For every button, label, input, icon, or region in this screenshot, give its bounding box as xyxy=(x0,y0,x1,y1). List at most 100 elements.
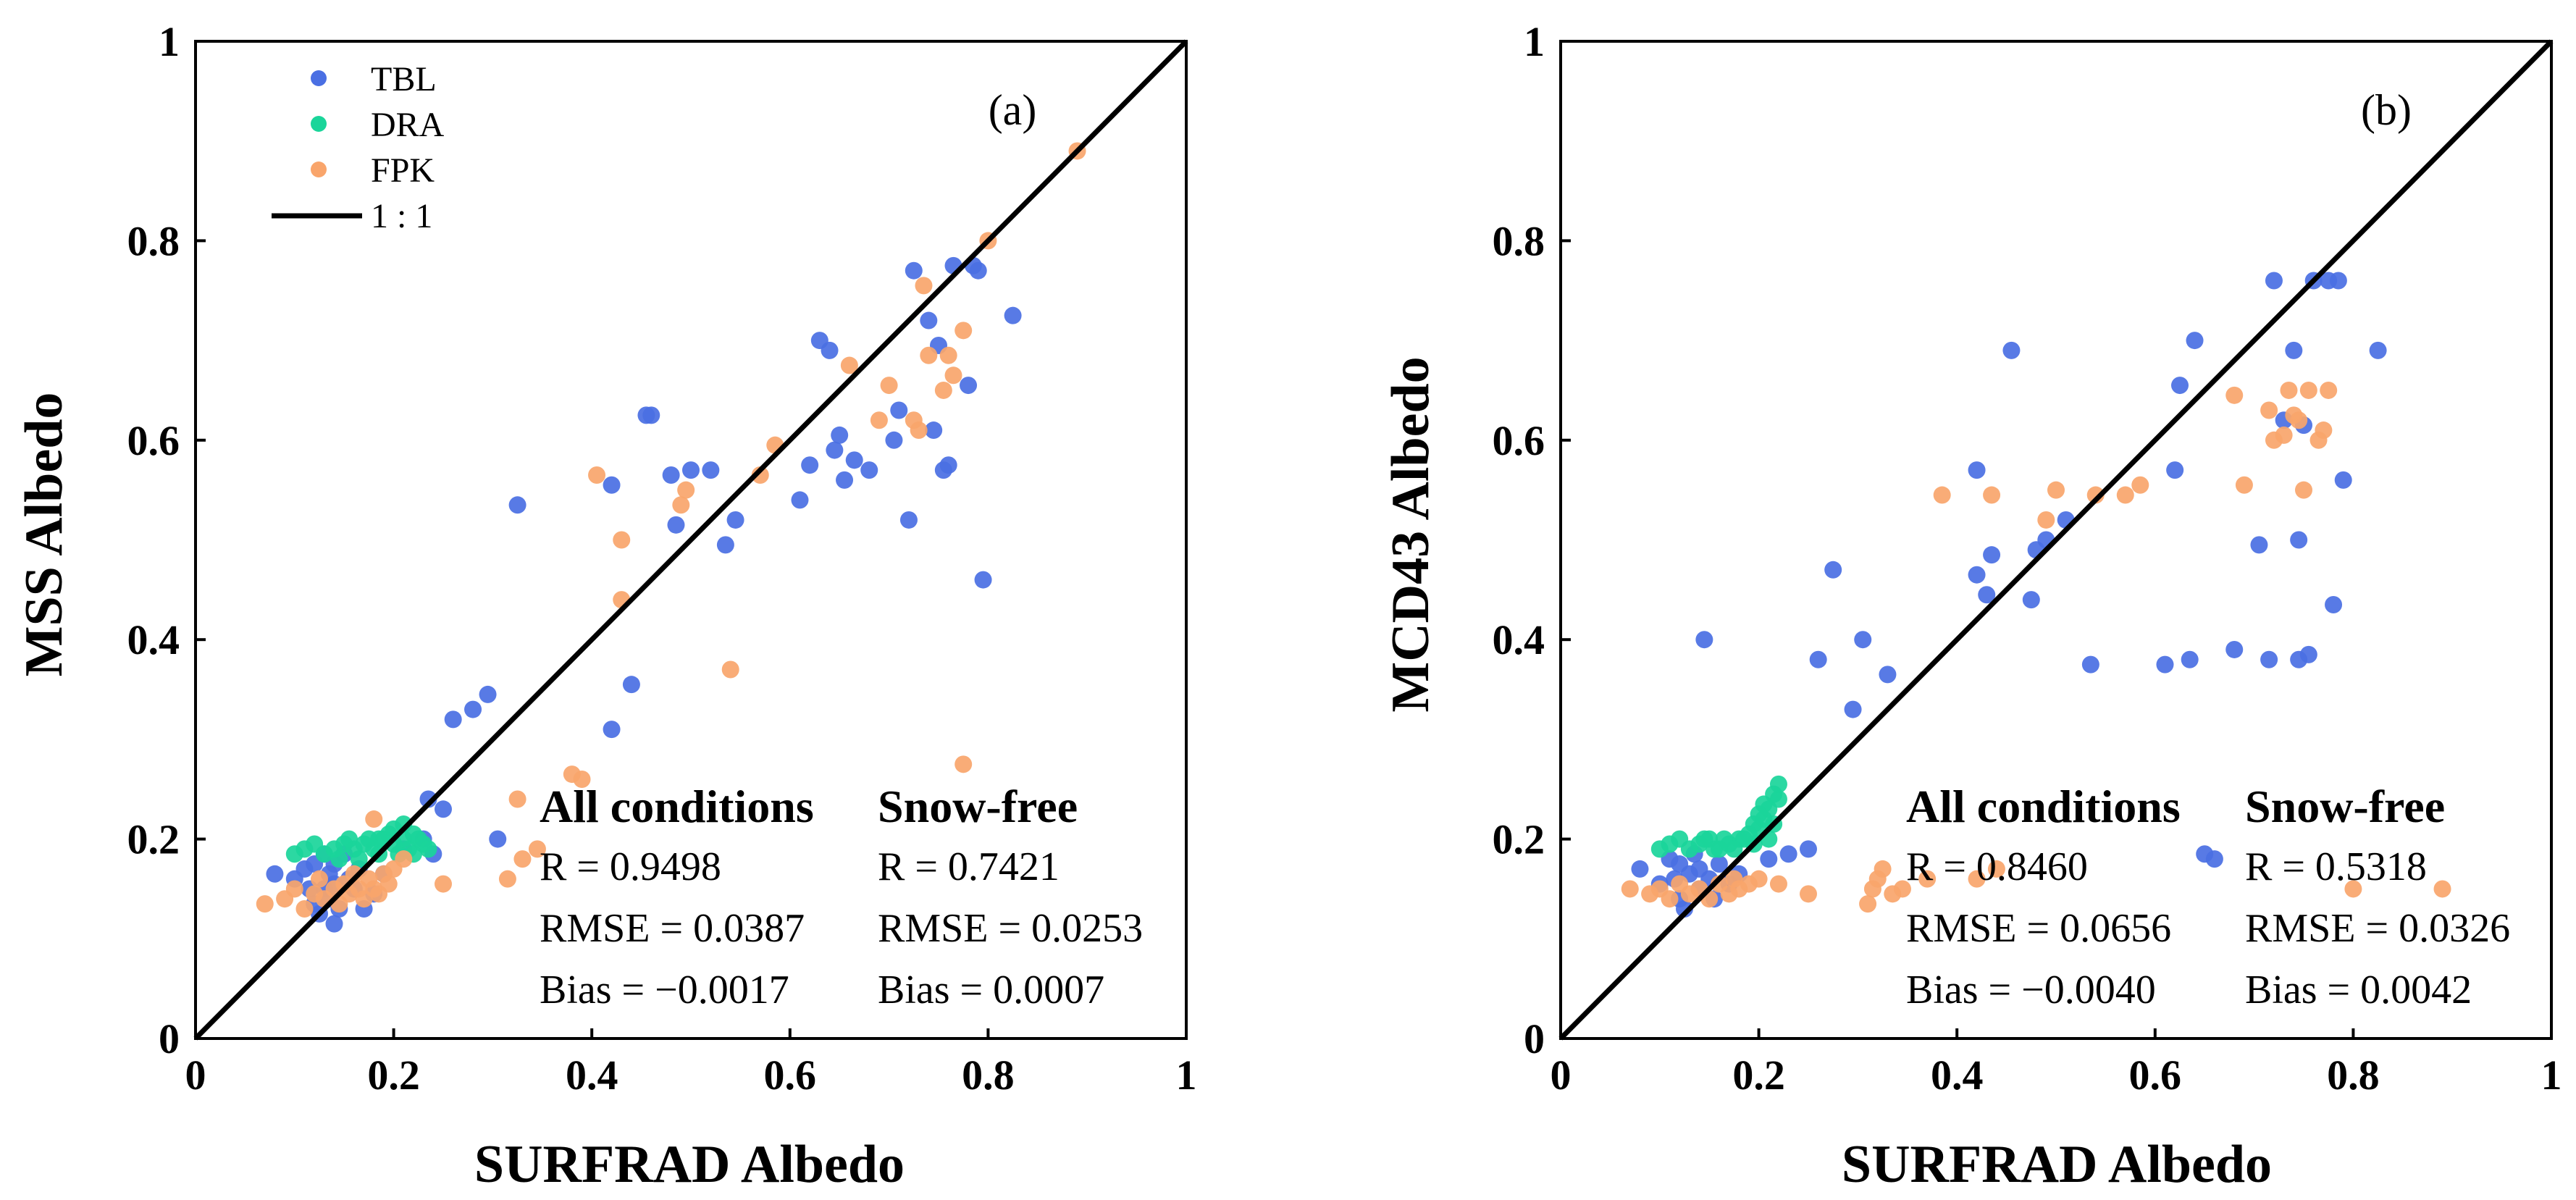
panel-a-point-fpk xyxy=(588,466,606,484)
panel-b-stats-snowfree-r: R = 0.5318 xyxy=(2245,844,2427,889)
panel-a-x-axis-title: SURFRAD Albedo xyxy=(474,1135,905,1194)
panel-b-point-tbl xyxy=(1824,561,1842,579)
panel-b-ticks: 00 0.2 0.2 0.4 0.4 0.6 0.6 0.8 0.8 1 1 xyxy=(1493,18,2562,1099)
panel-b-point-fpk xyxy=(1874,860,1892,878)
panel-a-point-tbl xyxy=(325,915,343,933)
panel-b-point-tbl xyxy=(2290,531,2308,549)
panel-b-point-tbl xyxy=(1800,840,1817,858)
panel-a-ticks: 00 0.2 0.2 0.4 0.4 0.6 0.6 0.8 0.8 1 1 xyxy=(127,18,1197,1099)
panel-b-point-tbl xyxy=(1854,631,1872,649)
panel-a-point-fpk xyxy=(345,865,363,883)
panel-b-plot-frame xyxy=(1559,40,2553,1040)
panel-b-point-tbl xyxy=(2171,377,2189,395)
panel-a-y-tick-label: 1 xyxy=(159,18,180,65)
panel-b-point-fpk xyxy=(2131,476,2149,494)
panel-b: 00 0.2 0.2 0.4 0.4 0.6 0.6 0.8 0.8 1 1 SURFRAD Alb… xyxy=(1381,18,2562,1194)
panel-b-point-fpk xyxy=(2299,381,2317,399)
panel-b-point-fpk xyxy=(1983,486,2001,504)
panel-b-point-tbl xyxy=(1676,899,1693,918)
panel-b-point-tbl xyxy=(2166,461,2184,479)
panel-b-stats-snowfree-rmse: RMSE = 0.0326 xyxy=(2245,906,2510,951)
legend-fpk-dot xyxy=(311,161,327,177)
panel-b-point-tbl xyxy=(2265,272,2283,290)
panel-b-point-tbl xyxy=(1968,461,1986,479)
panel-b-point-fpk xyxy=(2315,421,2333,440)
panel-a-point-tbl xyxy=(939,456,957,474)
panel-b-x-tick-label: 0.8 xyxy=(2327,1052,2380,1099)
panel-b-point-tbl xyxy=(2334,471,2352,489)
panel-b-point-tbl xyxy=(2205,850,2223,868)
panel-a-point-tbl xyxy=(831,426,849,444)
panel-a-y-tick-label: 0.2 xyxy=(127,816,180,863)
panel-b-stats-all-title: All conditions xyxy=(1906,781,2181,832)
panel-a-stats-all-rmse: RMSE = 0.0387 xyxy=(540,906,805,951)
panel-a-x-tick-label: 0 xyxy=(185,1052,206,1099)
panel-a-point-fpk xyxy=(573,770,591,788)
panel-a-point-fpk xyxy=(498,870,516,888)
panel-b-point-fpk xyxy=(2047,481,2065,499)
panel-b-label: (b) xyxy=(2361,86,2412,134)
panel-b-point-dra xyxy=(1695,830,1713,848)
legend-tbl-dot xyxy=(311,70,327,86)
panel-a-point-fpk xyxy=(920,346,938,364)
panel-b-point-tbl xyxy=(2299,645,2317,663)
panel-a-plot-frame xyxy=(194,40,1188,1040)
panel-a-y-tick-label: 0.8 xyxy=(127,217,180,264)
panel-a-point-tbl xyxy=(801,456,819,474)
panel-b-point-fpk xyxy=(2280,381,2298,399)
panel-a-point-tbl xyxy=(479,685,497,703)
panel-b-point-tbl xyxy=(2369,341,2387,359)
legend-fpk-label: FPK xyxy=(371,151,435,190)
panel-a-point-fpk xyxy=(944,366,962,385)
panel-a-point-fpk xyxy=(721,660,739,679)
panel-b-point-tbl xyxy=(1710,855,1728,873)
panel-a-point-fpk xyxy=(365,810,383,828)
panel-a-point-fpk xyxy=(513,850,532,868)
panel-b-x-axis-title: SURFRAD Albedo xyxy=(1842,1135,2272,1194)
panel-a-point-tbl xyxy=(508,496,526,514)
panel-b-point-fpk xyxy=(2320,381,2338,399)
panel-a-point-tbl xyxy=(969,261,987,280)
panel-a-point-fpk xyxy=(295,899,314,918)
panel-a-point-tbl xyxy=(444,710,462,729)
panel-b-point-tbl xyxy=(1983,546,2001,564)
panel-a-point-fpk xyxy=(915,277,933,295)
panel-a-point-tbl xyxy=(435,800,452,818)
panel-a-point-tbl xyxy=(791,491,809,509)
panel-b-point-fpk xyxy=(2235,476,2253,494)
panel-b-point-fpk xyxy=(2086,486,2105,504)
panel-a-point-fpk xyxy=(256,895,274,913)
panel-b-x-tick-label: 0.4 xyxy=(1931,1052,1984,1099)
panel-b-marks xyxy=(1621,272,2451,918)
panel-a-point-dra xyxy=(419,840,437,858)
panel-a-y-axis-title: MSS Albedo xyxy=(14,393,74,677)
panel-a-point-fpk xyxy=(672,496,690,514)
panel-a-point-tbl xyxy=(974,571,992,589)
panel-b-y-tick-label: 0.8 xyxy=(1493,217,1545,264)
panel-b-point-tbl xyxy=(2186,332,2204,350)
panel-a-point-tbl xyxy=(489,830,507,848)
panel-a-point-dra xyxy=(330,850,348,868)
panel-a-stats-snowfree-bias: Bias = 0.0007 xyxy=(878,968,1104,1012)
panel-a-one-to-one-line xyxy=(193,39,1188,1041)
panel-b-point-tbl xyxy=(2022,591,2040,609)
panel-a-point-tbl xyxy=(836,471,854,489)
panel-a-point-tbl xyxy=(622,676,640,694)
panel-b-point-tbl xyxy=(2285,341,2303,359)
panel-b-point-fpk xyxy=(1968,870,1986,888)
panel-a-point-fpk xyxy=(840,356,858,374)
panel-a-point-tbl xyxy=(682,461,700,479)
panel-a-point-tbl xyxy=(899,511,918,529)
panel-a-point-fpk xyxy=(677,481,695,499)
panel-b-point-fpk xyxy=(2116,486,2134,504)
panel-a-y-tick-label: 0 xyxy=(159,1015,180,1062)
panel-a-x-tick-label: 1 xyxy=(1176,1052,1197,1099)
panel-b-stats: All conditions R = 0.8460 RMSE = 0.0656 … xyxy=(1906,781,2510,1012)
panel-b-point-tbl xyxy=(1978,586,1996,604)
panel-b-stats-all-r: R = 0.8460 xyxy=(1906,844,2088,889)
panel-b-point-tbl xyxy=(1844,700,1862,718)
panel-a-point-fpk xyxy=(528,840,546,858)
panel-a-point-dra xyxy=(360,830,378,848)
panel-a-stats-all-title: All conditions xyxy=(540,781,814,832)
panel-b-point-tbl xyxy=(2002,341,2021,359)
